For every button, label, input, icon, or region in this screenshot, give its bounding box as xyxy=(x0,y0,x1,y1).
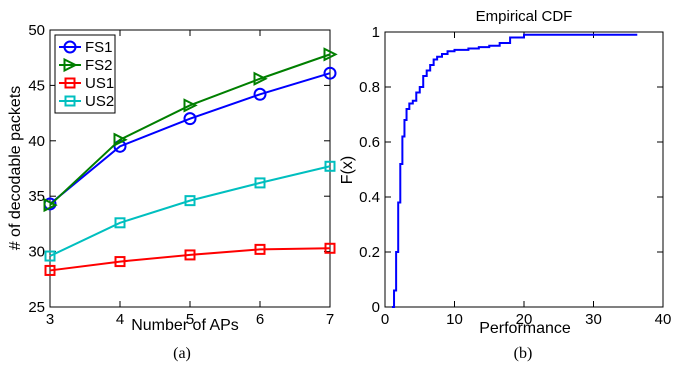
chart-b-xlabel: Performance xyxy=(479,320,571,337)
x-tick-label: 20 xyxy=(516,311,533,328)
x-tick-label: 10 xyxy=(446,311,463,328)
chart-b-ticks: 0 10 20 30 40 0 0.2 0.4 0.6 0.8 1 xyxy=(359,24,671,328)
legend-label-fs2: FS2 xyxy=(85,57,113,74)
x-tick-label: 6 xyxy=(256,311,264,328)
y-tick-label: 45 xyxy=(28,77,45,94)
legend-marker-us2 xyxy=(64,95,76,107)
data-point-us1 xyxy=(324,242,336,254)
y-tick-label: 50 xyxy=(28,22,45,39)
chart-b-ylabel: F(x) xyxy=(339,156,356,184)
data-point-fs2 xyxy=(183,98,198,113)
series-line-fs1 xyxy=(49,72,331,205)
y-tick-label: 40 xyxy=(28,133,45,150)
cdf-line xyxy=(391,33,638,308)
legend-label-us1: US1 xyxy=(85,75,114,92)
data-point-fs2 xyxy=(113,132,128,147)
series-line-us2 xyxy=(49,165,331,257)
data-point-us2 xyxy=(44,250,56,262)
x-tick-label: 7 xyxy=(326,311,334,328)
series-line-fs2 xyxy=(49,53,331,206)
data-point-us2 xyxy=(324,160,336,172)
chart-a-series xyxy=(43,47,338,276)
data-point-fs1 xyxy=(253,87,267,101)
y-tick-label: 30 xyxy=(28,244,45,261)
data-point-fs1 xyxy=(323,66,337,80)
legend-marker-fs1 xyxy=(63,40,77,54)
data-point-us1 xyxy=(44,264,56,276)
x-tick-label: 0 xyxy=(381,311,389,328)
x-tick-label: 4 xyxy=(116,311,124,328)
x-tick-label: 5 xyxy=(186,311,194,328)
y-tick-label: 0.6 xyxy=(359,134,380,151)
legend-marker-fs2 xyxy=(63,57,78,73)
data-point-us2 xyxy=(184,195,196,207)
data-point-fs1 xyxy=(183,112,197,126)
chart-b: 0 10 20 30 40 0 0.2 0.4 0.6 0.8 1 Empirical CDF Pe… xyxy=(339,8,671,362)
legend-label-fs1: FS1 xyxy=(85,39,113,56)
chart-a-caption: (a) xyxy=(173,345,191,362)
chart-a-ylabel: # of decodable packets xyxy=(7,86,24,251)
x-tick-label: 3 xyxy=(46,311,54,328)
legend-label-us2: US2 xyxy=(85,93,114,110)
y-tick-label: 1 xyxy=(372,24,380,41)
x-tick-label: 30 xyxy=(585,311,602,328)
chart-b-series xyxy=(391,33,638,308)
x-tick-label: 40 xyxy=(655,311,672,328)
series-line-us1 xyxy=(49,247,331,272)
chart-b-caption: (b) xyxy=(514,345,533,362)
y-tick-label: 0.8 xyxy=(359,79,380,96)
data-point-us1 xyxy=(114,256,126,268)
y-tick-label: 0 xyxy=(372,299,380,316)
legend-marker-us1 xyxy=(64,77,76,89)
chart-a-xlabel: Number of APs xyxy=(131,317,239,334)
data-point-us1 xyxy=(254,243,266,255)
y-tick-label: 0.4 xyxy=(359,189,380,206)
data-point-us2 xyxy=(114,217,126,229)
y-tick-label: 35 xyxy=(28,188,45,205)
chart-b-title: Empirical CDF xyxy=(476,8,573,25)
data-point-fs2 xyxy=(253,71,268,86)
y-tick-label: 25 xyxy=(28,299,45,316)
chart-b-plot-area xyxy=(384,31,664,308)
data-point-fs2 xyxy=(323,47,338,62)
data-point-fs2 xyxy=(43,197,58,213)
data-point-us1 xyxy=(184,249,196,261)
y-tick-label: 0.2 xyxy=(359,244,380,261)
data-point-us2 xyxy=(254,177,266,189)
